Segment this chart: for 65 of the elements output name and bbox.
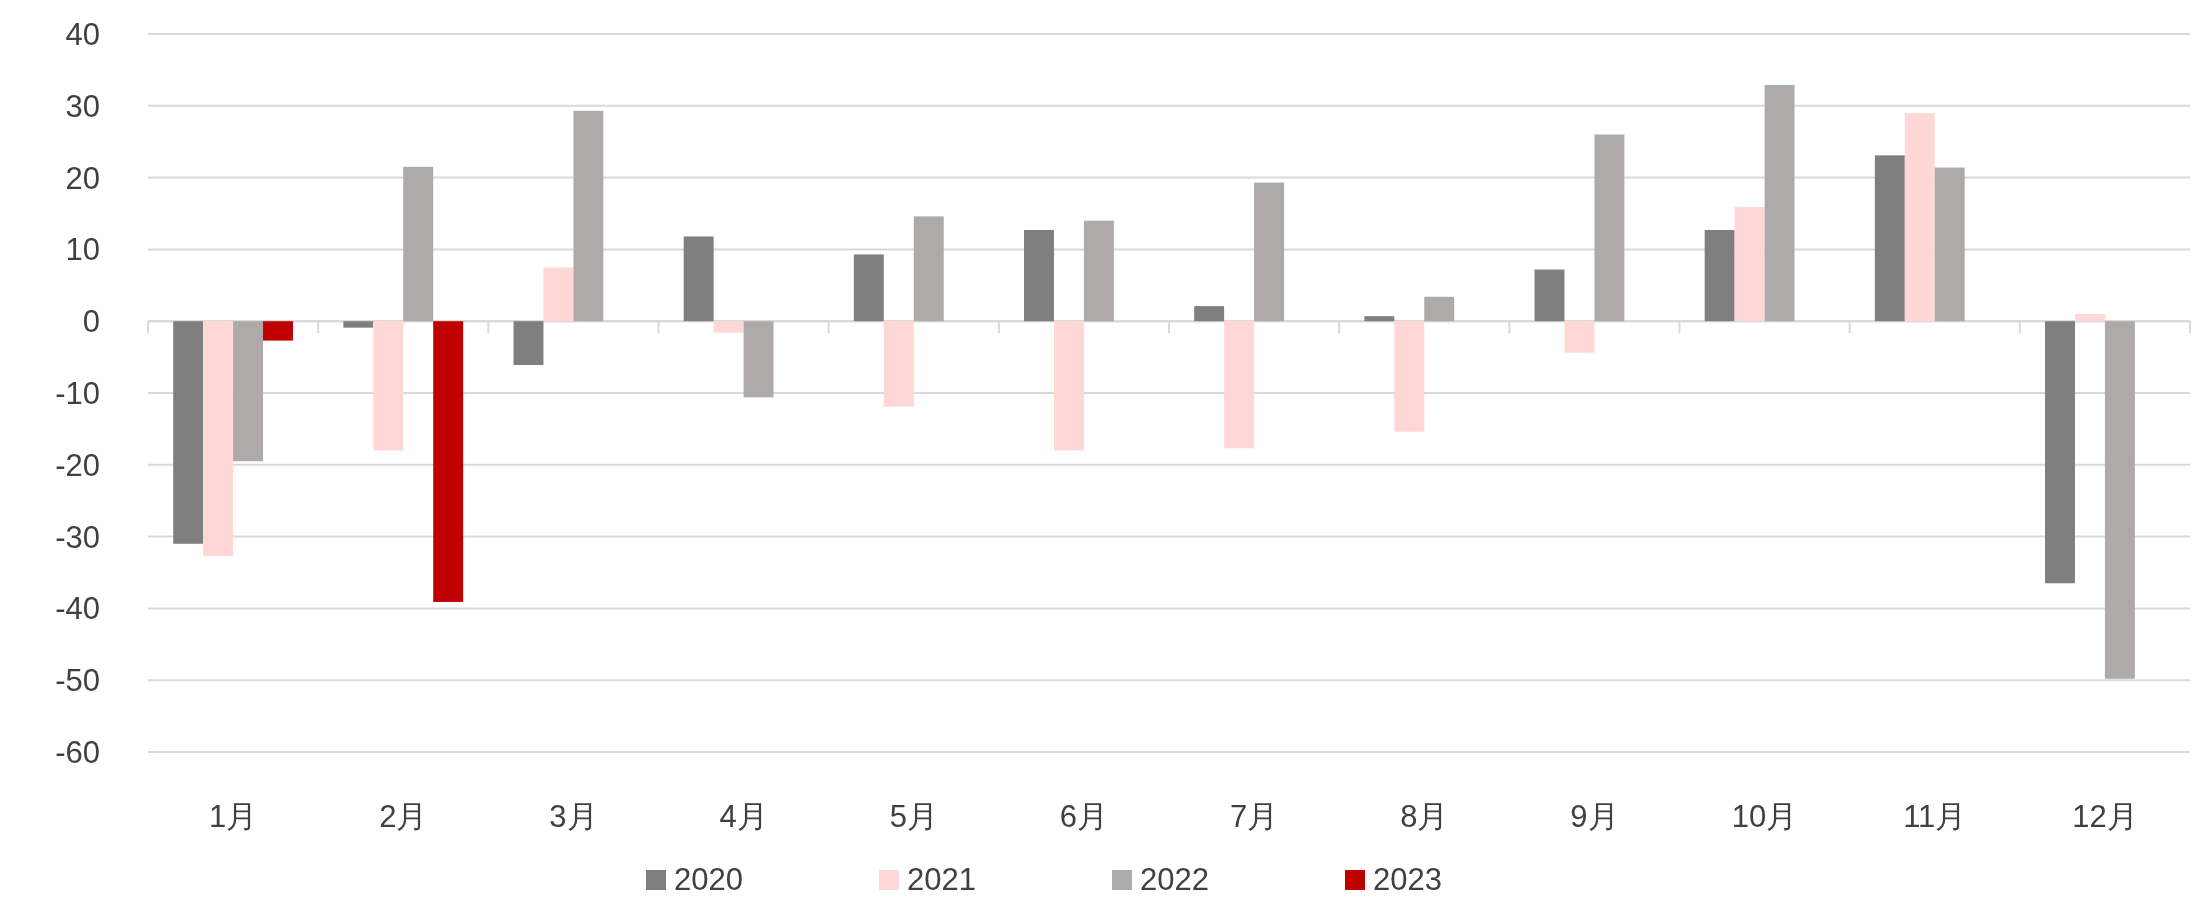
bar xyxy=(1704,230,1735,322)
bar xyxy=(1424,296,1455,322)
x-tick-label: 10月 xyxy=(1731,799,1798,834)
bar xyxy=(1024,230,1054,322)
bar xyxy=(853,254,884,322)
bar xyxy=(1194,306,1225,322)
bar xyxy=(1874,155,1905,322)
x-tick-label: 6月 xyxy=(1059,799,1109,834)
y-tick-label: -30 xyxy=(55,519,100,555)
bar xyxy=(1254,182,1285,322)
x-tick-label: 4月 xyxy=(719,799,768,834)
bar xyxy=(1594,134,1625,322)
x-tick-label: 3月 xyxy=(549,799,598,834)
bar xyxy=(913,216,944,322)
x-tick-label: 5月 xyxy=(889,799,938,834)
bar xyxy=(1224,321,1255,449)
bar xyxy=(1904,112,1935,322)
bar xyxy=(1764,84,1795,322)
bar xyxy=(1734,207,1765,322)
bar xyxy=(373,321,404,451)
bar xyxy=(433,321,464,602)
bar xyxy=(1364,316,1395,322)
y-tick-label: -50 xyxy=(55,663,100,699)
y-tick-label: -10 xyxy=(55,376,100,411)
y-tick-label: 0 xyxy=(82,304,100,340)
legend-label: 2020 xyxy=(674,862,743,897)
bar xyxy=(1083,220,1114,322)
bar xyxy=(573,110,604,322)
bar xyxy=(2045,321,2075,584)
y-tick-label: -60 xyxy=(55,735,100,770)
y-tick-label: 30 xyxy=(65,88,100,124)
bar xyxy=(1053,321,1084,451)
legend-label: 2023 xyxy=(1373,862,1442,897)
x-tick-label: 8月 xyxy=(1400,799,1449,834)
bar xyxy=(403,166,434,322)
bar xyxy=(233,321,264,462)
bar xyxy=(883,321,914,407)
bar xyxy=(2074,314,2105,322)
x-tick-label: 9月 xyxy=(1570,799,1619,834)
bar xyxy=(263,321,293,341)
x-tick-label: 12月 xyxy=(2072,799,2138,834)
bar xyxy=(743,321,774,398)
x-tick-label: 2月 xyxy=(379,799,428,834)
bar xyxy=(2104,321,2135,679)
bar xyxy=(1564,321,1595,353)
bar xyxy=(713,321,744,333)
x-tick-label: 1月 xyxy=(208,799,258,834)
bar xyxy=(1934,167,1965,322)
bar xyxy=(1534,269,1565,322)
legend-label: 2021 xyxy=(907,862,976,897)
bar xyxy=(343,321,374,328)
bar xyxy=(543,267,574,322)
bar xyxy=(1394,321,1425,432)
y-tick-label: 20 xyxy=(65,160,100,196)
legend-label: 2022 xyxy=(1140,862,1209,897)
bar xyxy=(513,321,544,365)
y-tick-label: 40 xyxy=(65,17,100,52)
x-tick-label: 11月 xyxy=(1903,799,1967,834)
bar xyxy=(173,321,204,544)
y-tick-label: -20 xyxy=(55,447,100,483)
bar xyxy=(203,321,234,556)
y-tick-label: -40 xyxy=(55,591,100,627)
bar xyxy=(683,236,714,322)
x-tick-label: 7月 xyxy=(1229,799,1279,834)
y-tick-label: 10 xyxy=(65,232,100,268)
